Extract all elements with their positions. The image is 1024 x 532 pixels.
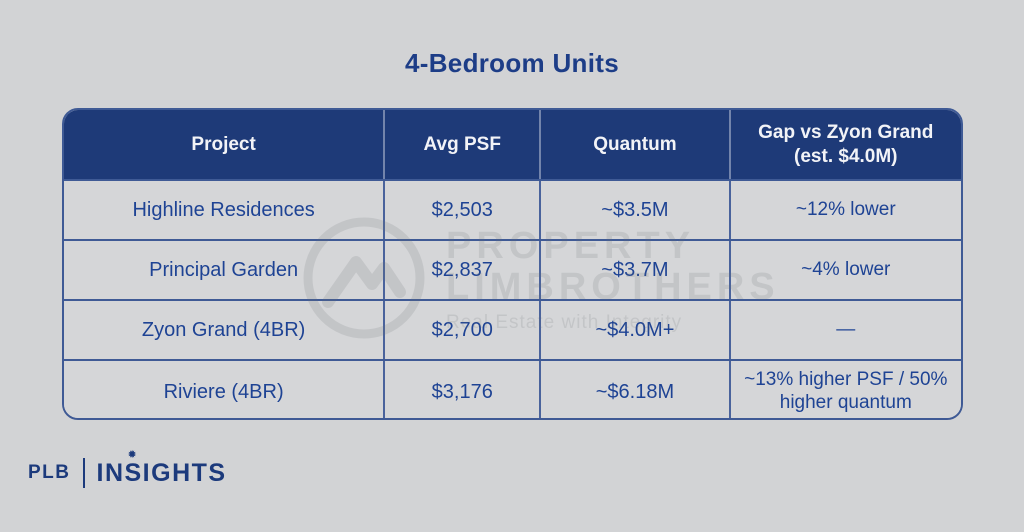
table-header-row: Project Avg PSF Quantum Gap vs Zyon Gran… — [64, 110, 961, 181]
column-header-quantum: Quantum — [540, 110, 731, 181]
column-header-project: Project — [64, 110, 386, 181]
gap-cell: ~4% lower — [729, 240, 961, 301]
avg-psf-cell: $2,700 — [384, 300, 542, 361]
logo-divider — [82, 458, 85, 488]
insights-logo-text: INSIGHTS ✹ — [96, 448, 227, 487]
quantum-cell: ~$3.7M — [540, 240, 731, 301]
table-row: Riviere (4BR) $3,176 ~$6.18M ~13% higher… — [64, 360, 961, 418]
gap-cell: — — [729, 300, 961, 361]
gap-cell: ~12% lower — [729, 180, 961, 241]
avg-psf-cell: $2,503 — [384, 180, 542, 241]
column-header-avg-psf: Avg PSF — [384, 110, 542, 181]
gap-cell: ~13% higher PSF / 50% higher quantum — [729, 360, 961, 418]
sparkle-icon: ✹ — [127, 448, 139, 461]
project-name-cell: Zyon Grand (4BR) — [64, 300, 386, 361]
column-header-gap: Gap vs Zyon Grand (est. $4.0M) — [729, 110, 961, 181]
plb-insights-logo: PLB INSIGHTS ✹ — [28, 448, 227, 488]
units-table: Project Avg PSF Quantum Gap vs Zyon Gran… — [64, 110, 961, 418]
units-table-card: Project Avg PSF Quantum Gap vs Zyon Gran… — [62, 108, 963, 420]
table-row: Highline Residences $2,503 ~$3.5M ~12% l… — [64, 180, 961, 241]
page-title: 4-Bedroom Units — [405, 48, 619, 78]
table-row: Principal Garden $2,837 ~$3.7M ~4% lower — [64, 240, 961, 301]
plb-logo-text: PLB — [28, 462, 71, 483]
table-row: Zyon Grand (4BR) $2,700 ~$4.0M+ — — [64, 300, 961, 361]
project-name-cell: Principal Garden — [64, 240, 386, 301]
project-name-cell: Highline Residences — [64, 180, 386, 241]
quantum-cell: ~$3.5M — [540, 180, 731, 241]
avg-psf-cell: $2,837 — [384, 240, 542, 301]
quantum-cell: ~$6.18M — [540, 360, 731, 418]
avg-psf-cell: $3,176 — [384, 360, 542, 418]
quantum-cell: ~$4.0M+ — [540, 300, 731, 361]
project-name-cell: Riviere (4BR) — [64, 360, 386, 418]
